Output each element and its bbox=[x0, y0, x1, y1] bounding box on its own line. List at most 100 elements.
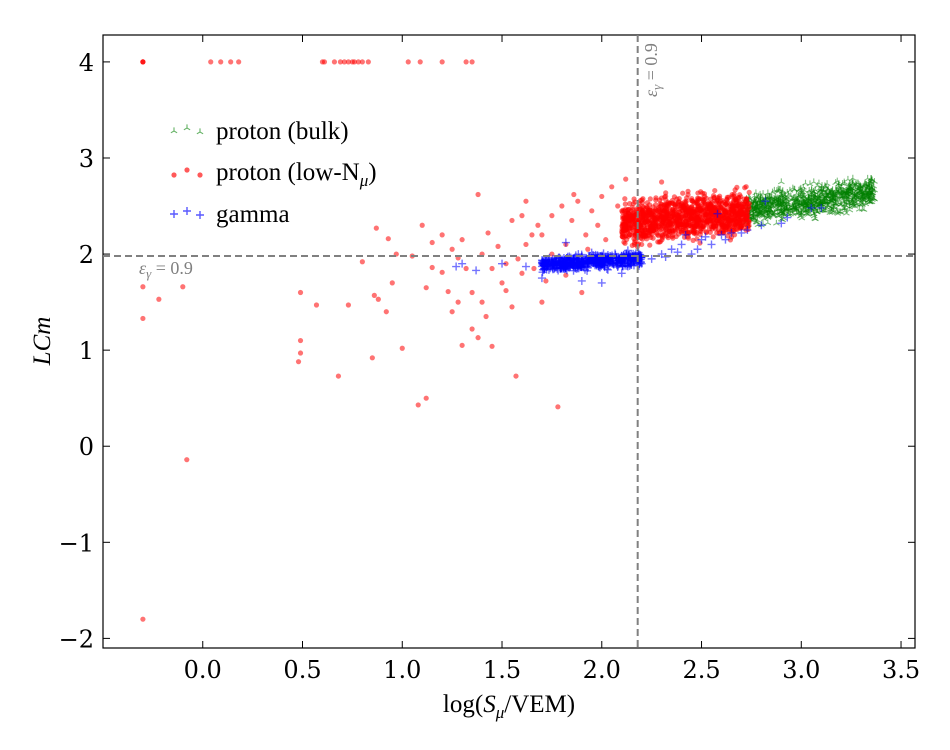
data-point bbox=[719, 228, 725, 234]
data-point bbox=[802, 179, 809, 186]
data-point bbox=[499, 280, 505, 286]
data-point bbox=[623, 262, 632, 271]
data-point bbox=[218, 59, 224, 65]
data-point bbox=[573, 256, 582, 265]
data-point bbox=[716, 220, 722, 226]
data-point bbox=[641, 225, 647, 231]
data-point bbox=[735, 211, 741, 217]
data-point bbox=[611, 250, 620, 259]
data-point bbox=[815, 179, 823, 186]
data-point bbox=[683, 227, 689, 233]
data-point bbox=[452, 262, 461, 271]
data-point bbox=[658, 226, 664, 232]
data-point bbox=[682, 199, 688, 205]
data-point bbox=[773, 198, 781, 204]
data-point bbox=[647, 254, 656, 263]
data-point bbox=[577, 253, 586, 262]
data-point bbox=[563, 272, 569, 278]
data-point bbox=[623, 246, 632, 255]
data-point bbox=[669, 214, 675, 220]
data-point bbox=[799, 206, 807, 213]
data-point bbox=[700, 217, 706, 223]
data-point bbox=[706, 205, 712, 211]
data-point bbox=[711, 195, 717, 201]
data-point bbox=[684, 218, 690, 224]
data-point bbox=[639, 233, 645, 239]
data-point bbox=[156, 296, 162, 302]
data-point bbox=[689, 195, 695, 202]
data-point bbox=[543, 278, 549, 284]
data-point bbox=[569, 255, 578, 264]
data-point bbox=[700, 197, 706, 203]
data-point bbox=[140, 315, 146, 322]
data-point bbox=[383, 309, 389, 315]
data-point bbox=[795, 204, 803, 211]
x-axis-title-subscript: μ bbox=[495, 703, 505, 722]
data-point bbox=[849, 174, 857, 181]
data-point bbox=[752, 189, 760, 196]
data-point bbox=[515, 256, 521, 262]
data-point bbox=[640, 213, 646, 219]
data-point bbox=[695, 204, 701, 210]
data-point bbox=[439, 232, 445, 238]
data-point bbox=[519, 213, 525, 219]
data-point bbox=[751, 197, 758, 204]
data-point bbox=[653, 195, 659, 201]
data-point bbox=[469, 326, 475, 332]
data-point bbox=[295, 359, 302, 365]
data-point bbox=[721, 207, 727, 214]
data-point bbox=[695, 215, 701, 222]
data-point bbox=[783, 206, 791, 212]
data-point bbox=[832, 186, 840, 192]
data-point bbox=[689, 228, 695, 234]
data-point bbox=[817, 192, 825, 199]
data-point bbox=[542, 255, 551, 264]
data-point bbox=[579, 289, 585, 296]
data-point bbox=[575, 198, 581, 204]
data-point bbox=[313, 302, 320, 308]
data-point bbox=[489, 265, 495, 272]
data-point bbox=[700, 226, 706, 232]
data-point bbox=[597, 278, 606, 287]
x-tick-label: 0.0 bbox=[184, 656, 222, 684]
data-point bbox=[833, 177, 841, 184]
legend: proton (bulk) proton (low-Nμ) gamma bbox=[170, 118, 377, 228]
x-axis-title: log(Sμ/VEM) bbox=[443, 691, 575, 722]
data-point bbox=[184, 457, 190, 463]
data-point bbox=[660, 217, 666, 224]
data-point bbox=[523, 241, 529, 248]
data-point bbox=[371, 292, 377, 298]
data-point bbox=[513, 373, 519, 379]
data-point bbox=[832, 179, 840, 185]
data-point bbox=[331, 59, 338, 65]
data-point bbox=[140, 284, 146, 290]
data-point bbox=[805, 195, 813, 201]
data-point bbox=[827, 203, 835, 210]
data-point bbox=[449, 309, 455, 315]
legend-marker-gamma bbox=[170, 207, 204, 219]
data-point bbox=[722, 201, 729, 207]
data-point bbox=[693, 200, 699, 206]
x-tick-label: 1.5 bbox=[483, 656, 521, 684]
data-point bbox=[702, 201, 709, 207]
data-point bbox=[355, 59, 361, 65]
data-point bbox=[693, 245, 702, 254]
data-point bbox=[351, 59, 357, 65]
data-point bbox=[742, 185, 748, 191]
data-point bbox=[654, 207, 660, 213]
data-point bbox=[619, 250, 628, 259]
data-point bbox=[645, 212, 651, 219]
data-point bbox=[665, 235, 671, 241]
y-axis-title: LCm bbox=[29, 317, 56, 367]
data-point bbox=[744, 196, 750, 203]
data-point bbox=[417, 59, 423, 65]
data-point bbox=[539, 232, 545, 238]
x-tick-label: 0.5 bbox=[283, 656, 321, 684]
data-point bbox=[727, 228, 736, 237]
y-tick-label: −1 bbox=[59, 529, 94, 557]
data-point bbox=[542, 265, 551, 274]
data-point bbox=[463, 265, 469, 272]
legend-symbol bbox=[196, 128, 204, 135]
data-point bbox=[783, 195, 790, 202]
